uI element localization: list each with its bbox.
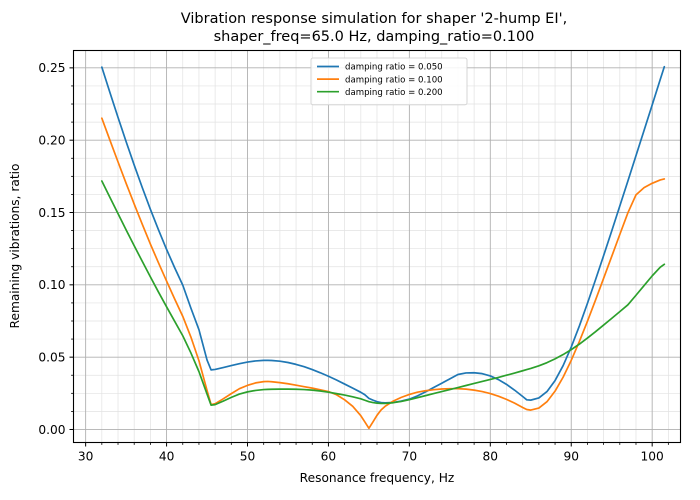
x-tick-label: 60 <box>321 450 337 464</box>
chart-title-line-2: shaper_freq=65.0 Hz, damping_ratio=0.100 <box>214 29 535 45</box>
series-line-0 <box>100 65 666 404</box>
legend-label-2: damping ratio = 0.200 <box>345 88 443 98</box>
y-tick-label: 0.25 <box>38 61 65 75</box>
legend-label-0: damping ratio = 0.050 <box>345 63 443 73</box>
minor-gridlines <box>73 50 681 443</box>
y-axis-label: Remaining vibrations, ratio <box>8 164 22 329</box>
x-tick-label: 100 <box>641 450 664 464</box>
chart-legend: damping ratio = 0.050 damping ratio = 0.1… <box>310 57 468 106</box>
x-tick-label: 90 <box>563 450 579 464</box>
y-tick-label: 0.15 <box>38 206 65 220</box>
x-tick-label: 40 <box>159 450 175 464</box>
y-tick-label: 0.10 <box>38 278 65 292</box>
x-tick-label: 30 <box>78 450 94 464</box>
x-axis-tick-labels: 30 40 50 60 70 80 90 100 <box>78 450 664 464</box>
data-series-lines <box>100 65 666 430</box>
axis-tickmarks <box>69 67 669 447</box>
y-tick-label: 0.05 <box>38 350 65 364</box>
x-tick-label: 70 <box>402 450 418 464</box>
legend-label-1: damping ratio = 0.100 <box>345 75 443 85</box>
plot-area-frame <box>72 49 682 444</box>
y-tick-label: 0.00 <box>38 423 65 437</box>
x-tick-label: 80 <box>483 450 499 464</box>
chart-title-line-1: Vibration response simulation for shaper… <box>181 11 567 27</box>
series-line-1 <box>100 117 666 430</box>
series-line-2 <box>100 180 666 407</box>
y-axis-tick-labels: 0.00 0.05 0.10 0.15 0.20 0.25 <box>38 61 65 437</box>
legend-box <box>310 57 468 106</box>
x-axis-label: Resonance frequency, Hz <box>300 471 455 485</box>
y-tick-label: 0.20 <box>38 133 65 147</box>
chart-title-group: Vibration response simulation for shaper… <box>181 11 567 45</box>
x-tick-label: 50 <box>240 450 256 464</box>
